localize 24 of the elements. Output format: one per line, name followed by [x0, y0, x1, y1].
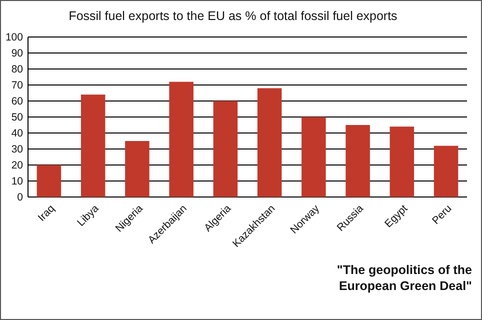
bar — [125, 141, 150, 197]
bar — [36, 165, 62, 197]
bar — [346, 125, 370, 197]
y-tick-label: 80 — [11, 64, 24, 76]
bar — [302, 117, 326, 197]
bar — [390, 126, 414, 197]
bar — [434, 146, 458, 197]
y-tick-label: 90 — [11, 48, 24, 60]
y-tick-label: 10 — [11, 176, 24, 188]
y-tick-label: 20 — [11, 160, 24, 172]
y-tick-label: 30 — [11, 144, 24, 156]
x-tick-label: Iraq — [36, 202, 58, 224]
chart-title: Fossil fuel exports to the EU as % of total fossil fuel exports — [68, 9, 398, 23]
text: "The geopolitics of the European Green Deal" — [336, 263, 472, 293]
bar — [80, 94, 106, 197]
bar — [257, 88, 282, 197]
y-tick-label: 50 — [11, 112, 24, 124]
bar — [213, 101, 238, 197]
y-tick-label: 0 — [17, 192, 24, 204]
bar — [169, 82, 194, 197]
y-tick-label: 100 — [5, 32, 24, 44]
y-tick-label: 70 — [11, 80, 24, 92]
y-tick-label: 60 — [11, 96, 24, 108]
y-tick-label: 40 — [11, 128, 24, 140]
